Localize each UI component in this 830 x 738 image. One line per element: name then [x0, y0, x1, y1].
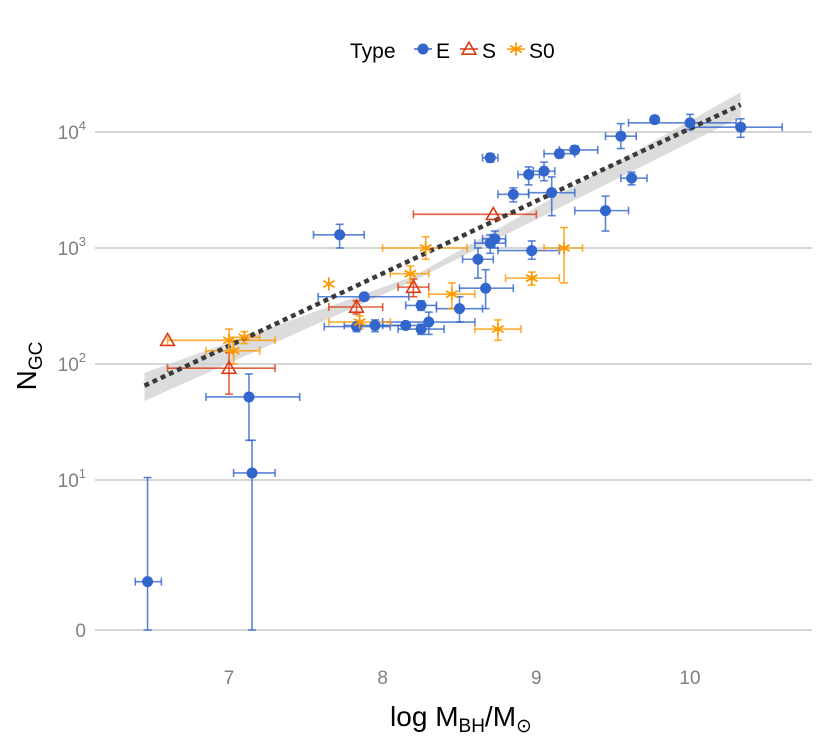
asterisk-stroke [322, 279, 336, 289]
point-E [615, 130, 627, 142]
asterisk-stroke [404, 269, 417, 278]
asterisk-stroke [353, 317, 366, 327]
asterisk-stroke [238, 333, 251, 342]
confidence-band-group [144, 92, 741, 402]
point-S0 [227, 344, 240, 358]
y-tick-label: 102 [58, 350, 86, 376]
legend-label-S0: S0 [529, 40, 555, 63]
legend-item-E: E [414, 40, 450, 63]
point-E [415, 323, 427, 335]
x-axis-title: log MBH/M⊙ [390, 701, 532, 737]
point-E [484, 152, 496, 164]
asterisk-stroke [445, 290, 458, 299]
gridlines [95, 131, 812, 631]
point-E [400, 319, 412, 331]
x-tick-label: 7 [224, 668, 235, 689]
point-E [538, 165, 550, 177]
y-tick-label: 104 [58, 118, 86, 144]
legend-label-E: E [436, 40, 450, 63]
confidence-band [144, 92, 741, 402]
point-E [334, 229, 346, 241]
point-E [243, 391, 255, 403]
point-E [649, 114, 661, 126]
point-E [599, 205, 611, 217]
point-S0 [525, 271, 538, 285]
point-E [454, 303, 465, 315]
asterisk-stroke [557, 243, 571, 253]
point-S0 [222, 333, 236, 347]
point-S0 [238, 330, 251, 344]
legend: Type E S S0 [350, 40, 555, 63]
asterisk-stroke [491, 325, 505, 334]
asterisk-stroke [509, 44, 523, 54]
points-group [142, 114, 747, 588]
asterisk-stroke [525, 274, 538, 283]
errorbar-group [134, 113, 784, 631]
point-S0 [404, 267, 417, 281]
point-E [142, 576, 154, 588]
point-S [159, 331, 176, 347]
point-E [735, 121, 747, 133]
point-E [358, 291, 370, 303]
legend-key-E [417, 43, 429, 55]
x-tick-label: 8 [377, 668, 388, 689]
point-E [415, 299, 427, 311]
x-tick-label: 10 [679, 668, 700, 689]
point-E [546, 187, 558, 199]
legend-item-S0: S0 [507, 40, 555, 63]
y-tick-label: 103 [58, 234, 86, 260]
point-S0 [557, 241, 571, 255]
legend-key-S0 [509, 42, 523, 56]
point-E [626, 172, 638, 184]
legend-key-S [460, 40, 478, 55]
point-S [405, 278, 422, 294]
point-E [246, 467, 258, 479]
asterisk-stroke [419, 243, 432, 253]
tick-labels: 0 101 102 103 104 7 8 9 10 [58, 118, 701, 689]
asterisk-stroke [222, 336, 236, 345]
y-tick-label: 0 [75, 621, 86, 642]
point-E [553, 148, 565, 160]
point-S0 [419, 241, 432, 255]
point-E [684, 117, 696, 129]
point-S [348, 298, 365, 313]
point-E [423, 316, 435, 328]
legend-items: E S S0 [414, 40, 555, 63]
point-E [507, 188, 519, 200]
point-S0 [322, 277, 336, 291]
point-E [489, 233, 501, 245]
point-E [369, 319, 381, 331]
x-tick-label: 9 [531, 668, 542, 689]
point-S [485, 205, 502, 221]
y-axis-title: NGC [11, 342, 47, 391]
point-E [569, 144, 581, 156]
legend-label-S: S [482, 40, 496, 63]
legend-title: Type [350, 40, 396, 63]
point-E [523, 169, 535, 181]
point-S0 [445, 287, 458, 301]
point-E [480, 282, 492, 294]
asterisk-stroke [227, 346, 240, 355]
point-S0 [491, 322, 505, 336]
point-E [472, 253, 484, 265]
point-S [220, 359, 238, 375]
point-E [526, 245, 538, 257]
point-S0 [353, 315, 366, 329]
y-tick-label: 101 [58, 466, 86, 492]
legend-item-S: S [460, 40, 496, 63]
